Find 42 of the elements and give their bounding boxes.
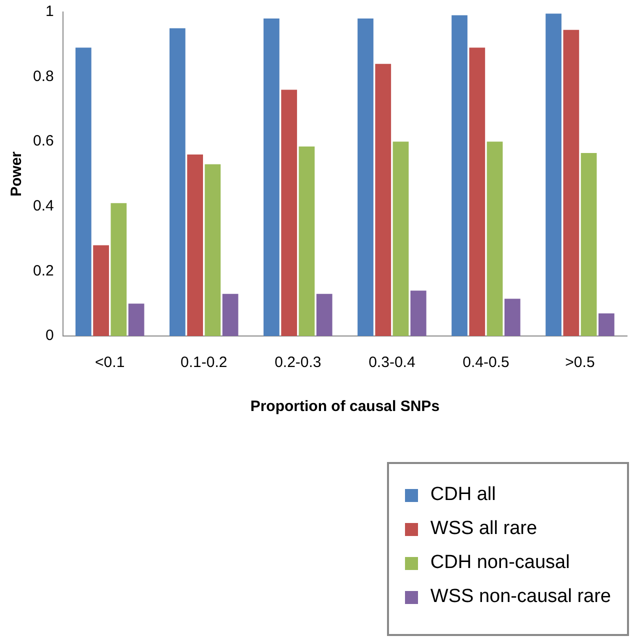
x-tick-label: 0.3-0.4 <box>368 354 416 372</box>
bar <box>281 90 298 336</box>
bar <box>452 15 468 336</box>
legend-label: CDH all <box>430 484 496 506</box>
bar <box>410 290 426 336</box>
x-axis-title: Proportion of causal SNPs <box>250 398 440 416</box>
bar <box>187 154 204 336</box>
bar <box>298 146 315 336</box>
bar <box>110 203 127 336</box>
bar <box>75 48 92 336</box>
x-tick-label: >0.5 <box>565 354 595 372</box>
bar <box>392 142 409 336</box>
y-axis-title: Power <box>8 151 26 197</box>
bar <box>204 164 221 336</box>
bar <box>316 294 332 336</box>
bar <box>598 313 614 336</box>
legend-label: WSS all rare <box>430 518 538 540</box>
y-tick-label: 0.2 <box>32 262 54 280</box>
bar <box>563 30 580 336</box>
y-tick-label: 1 <box>46 3 54 20</box>
bar <box>486 142 503 336</box>
bar <box>469 48 486 336</box>
y-tick-label: 0 <box>46 327 54 344</box>
y-tick-label: 0.4 <box>32 198 54 215</box>
bar <box>93 245 109 336</box>
bar <box>358 18 374 336</box>
bar <box>504 298 520 336</box>
y-tick-label: 0.6 <box>32 132 54 150</box>
x-tick-label: 0.2-0.3 <box>274 354 322 372</box>
bar <box>264 18 280 336</box>
x-tick-label: 0.1-0.2 <box>180 354 228 372</box>
legend-label: WSS non-causal rare <box>430 586 611 608</box>
y-tick-label: 0.8 <box>32 68 54 85</box>
x-tick-label: 0.4-0.5 <box>462 354 510 372</box>
bar <box>170 28 186 336</box>
bar <box>580 152 597 336</box>
legend-label: CDH non-causal <box>430 552 570 574</box>
bar <box>222 294 238 336</box>
bar <box>546 14 562 336</box>
bar <box>128 304 144 336</box>
x-tick-label: <0.1 <box>95 354 125 372</box>
bar <box>375 64 392 336</box>
